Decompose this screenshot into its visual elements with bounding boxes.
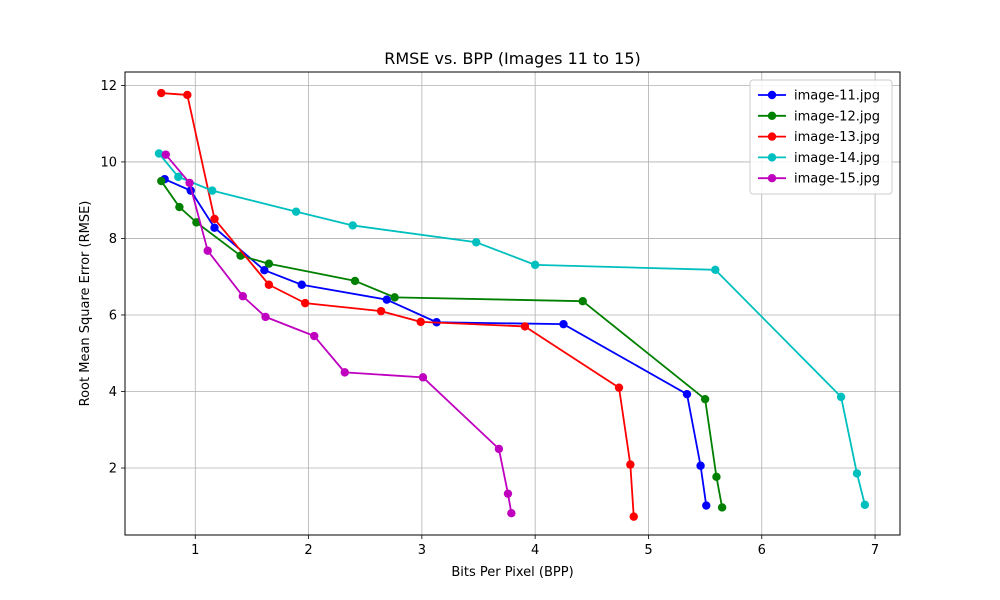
y-tick-label: 6 bbox=[109, 308, 117, 323]
y-tick-label: 8 bbox=[109, 232, 117, 247]
data-point bbox=[208, 186, 217, 195]
legend: image-11.jpg image-12.jpg image-13.jpg imag… bbox=[749, 79, 893, 195]
data-point bbox=[157, 88, 166, 98]
data-point bbox=[376, 306, 386, 316]
data-point bbox=[836, 392, 846, 402]
data-point bbox=[203, 246, 212, 255]
legend-label: image-14.jpg bbox=[794, 151, 880, 166]
plot-frame bbox=[124, 71, 901, 536]
data-point bbox=[696, 461, 705, 470]
x-axis-label: Bits Per Pixel (BPP) bbox=[451, 565, 573, 580]
data-point bbox=[238, 292, 248, 301]
data-point bbox=[390, 293, 399, 302]
x-tick-label: 2 bbox=[304, 543, 312, 558]
x-tick-label: 3 bbox=[418, 543, 426, 558]
data-point bbox=[416, 317, 425, 327]
data-point bbox=[340, 368, 350, 377]
series-image-12-jpg bbox=[157, 176, 727, 512]
series-layer bbox=[154, 88, 870, 521]
data-point bbox=[494, 444, 504, 454]
legend-label: image-13.jpg bbox=[794, 130, 880, 145]
data-point bbox=[260, 266, 269, 275]
series-image-14-jpg bbox=[154, 149, 870, 509]
data-point bbox=[185, 178, 194, 188]
data-point bbox=[852, 469, 862, 478]
x-tick-label: 5 bbox=[644, 543, 652, 558]
data-point bbox=[291, 207, 301, 216]
data-point bbox=[154, 149, 164, 158]
legend-item: image-14.jpg bbox=[758, 151, 880, 166]
legend-marker bbox=[767, 111, 777, 121]
data-point bbox=[530, 260, 540, 270]
data-point bbox=[350, 276, 360, 286]
data-point bbox=[682, 389, 692, 399]
y-tick-label: 10 bbox=[100, 155, 117, 170]
data-point bbox=[559, 319, 568, 329]
data-point bbox=[472, 238, 481, 247]
data-point bbox=[614, 383, 624, 392]
y-tick-label: 12 bbox=[100, 79, 117, 94]
data-point bbox=[310, 331, 319, 341]
x-tick-label: 1 bbox=[191, 543, 199, 558]
data-point bbox=[418, 373, 428, 382]
series-image-15-jpg bbox=[161, 150, 516, 518]
data-point bbox=[700, 394, 710, 404]
legend-label: image-12.jpg bbox=[794, 109, 880, 124]
data-point bbox=[210, 214, 219, 224]
data-point bbox=[503, 489, 513, 498]
data-point bbox=[175, 202, 184, 212]
data-point bbox=[261, 312, 270, 322]
legend-item: image-12.jpg bbox=[758, 109, 880, 124]
legend-box bbox=[749, 79, 893, 195]
data-point bbox=[157, 176, 166, 186]
data-point bbox=[174, 172, 183, 182]
legend-item: image-15.jpg bbox=[758, 172, 880, 187]
data-point bbox=[712, 472, 721, 482]
data-point bbox=[264, 280, 274, 289]
data-point bbox=[297, 280, 306, 289]
data-point bbox=[629, 512, 638, 521]
legend-marker bbox=[767, 174, 777, 183]
data-point bbox=[717, 503, 727, 512]
x-tick-label: 6 bbox=[758, 543, 766, 558]
data-point bbox=[578, 297, 587, 306]
legend-label: image-15.jpg bbox=[794, 172, 880, 187]
legend-label: image-11.jpg bbox=[794, 89, 880, 104]
legend-marker bbox=[767, 153, 777, 162]
data-point bbox=[300, 298, 310, 308]
x-tick-label: 7 bbox=[871, 543, 879, 558]
data-point bbox=[711, 265, 720, 275]
legend-marker bbox=[767, 132, 777, 141]
data-point bbox=[520, 322, 530, 331]
chart-title: RMSE vs. BPP (Images 11 to 15) bbox=[384, 49, 641, 68]
data-point bbox=[860, 500, 870, 509]
x-tick-label: 4 bbox=[531, 543, 539, 558]
data-point bbox=[210, 223, 219, 232]
y-tick-label: 2 bbox=[109, 462, 117, 477]
data-point bbox=[626, 460, 635, 469]
data-point bbox=[382, 295, 391, 304]
legend-marker bbox=[767, 90, 777, 100]
series-image-13-jpg bbox=[157, 88, 638, 521]
legend-item: image-13.jpg bbox=[758, 130, 880, 145]
data-point bbox=[507, 508, 516, 518]
data-point bbox=[183, 90, 192, 100]
data-point bbox=[264, 259, 274, 268]
y-tick-label: 4 bbox=[109, 385, 117, 400]
y-axis-label: Root Mean Square Error (RMSE) bbox=[78, 201, 93, 407]
data-point bbox=[702, 501, 711, 510]
data-point bbox=[161, 150, 170, 159]
legend-item: image-11.jpg bbox=[758, 89, 880, 104]
data-point bbox=[348, 221, 357, 230]
data-point bbox=[192, 218, 201, 227]
